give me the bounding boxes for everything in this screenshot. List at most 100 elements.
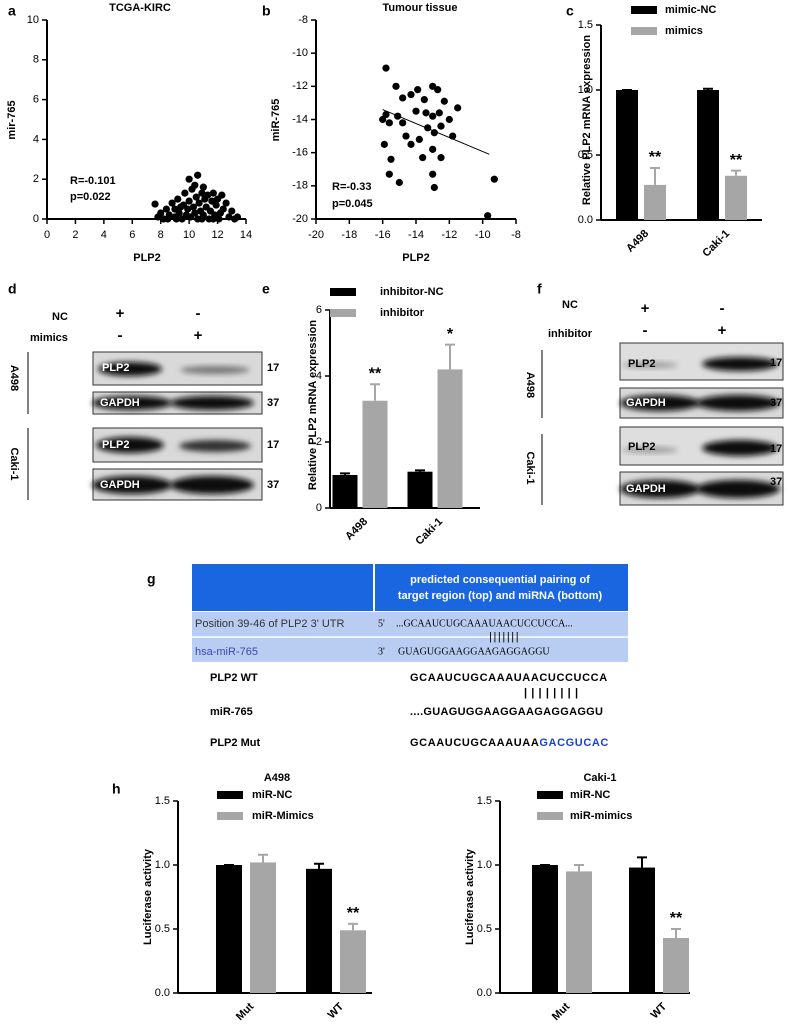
x-tick-label: 6	[129, 229, 135, 241]
legend-label: miR-NC	[570, 789, 610, 801]
kda-label: 17	[267, 362, 279, 374]
panel-label: d	[8, 281, 17, 297]
y-axis-label: Luciferase activity	[464, 848, 476, 945]
y-tick-label: -16	[292, 147, 308, 159]
legend-swatch	[631, 6, 657, 14]
condition-label: mimics	[30, 332, 68, 344]
point	[228, 207, 236, 215]
chart: Caki-1 Luciferase activity 0.0 0.5 1.0 1.5 Mut…	[464, 772, 690, 1023]
bar	[250, 862, 276, 993]
annotation: R=-0.33	[332, 181, 371, 193]
table-header	[192, 564, 628, 611]
y-tick-label: 10	[27, 14, 39, 26]
western-blot: NC + - mimics - + A498 Caki-1 PLP2 GAPDH…	[8, 305, 279, 501]
band	[620, 480, 700, 498]
x-tick-label: 8	[158, 229, 164, 241]
y-tick-label: 0.0	[578, 214, 593, 226]
row-end: 3'	[378, 646, 385, 657]
point	[395, 178, 403, 187]
band	[180, 366, 250, 374]
header-text: target region (top) and miRNA (bottom)	[398, 590, 603, 602]
point	[209, 189, 217, 197]
kda-label: 17	[267, 439, 279, 451]
x-tick-label: Caki-1	[413, 516, 445, 548]
band	[92, 396, 172, 410]
point	[164, 215, 172, 223]
y-tick-label: 4	[33, 133, 39, 145]
western-blot: NC + - inhibitor - + A498 Caki-1 PLP2 GA…	[524, 299, 784, 506]
point	[191, 209, 199, 217]
pairing: |||||||	[489, 631, 520, 643]
x-tick-label: -16	[375, 229, 391, 241]
band	[179, 440, 251, 452]
band	[92, 476, 172, 494]
y-tick-label: 1.0	[578, 84, 593, 96]
chart-title: A498	[264, 772, 290, 784]
sequence-part: GCAAUCUGCAAAUAA	[410, 737, 539, 749]
protein-label: GAPDH	[100, 397, 140, 409]
sequence-table: predicted consequential pairing of targe…	[192, 564, 628, 749]
point	[168, 199, 176, 207]
band	[702, 440, 778, 456]
point	[415, 135, 423, 143]
chart-title: Caki-1	[583, 772, 616, 784]
y-tick-label: 0.5	[578, 149, 593, 161]
cell-line-label: A498	[8, 365, 20, 391]
point	[189, 203, 198, 211]
x-tick-label: 0	[44, 229, 50, 241]
point	[172, 215, 180, 223]
y-axis-label: miR-765	[270, 99, 282, 142]
point	[222, 199, 230, 207]
row-end: 5'	[378, 618, 385, 629]
point	[162, 205, 170, 213]
y-tick-label: 0.5	[155, 923, 170, 935]
point	[414, 86, 422, 94]
legend-swatch	[537, 812, 563, 820]
bar	[407, 471, 433, 508]
point	[204, 191, 212, 199]
point	[225, 213, 233, 221]
y-axis-label: Relative PLP2 mRNA expression	[581, 35, 593, 205]
chart: TCGA-KIRC mir-765 0 2 4 6 8 10 0 2 4 6 8 10 12 14 PLP2 R=…	[6, 2, 252, 264]
mutation: GACGUCAC	[539, 737, 609, 749]
panel-label: c	[566, 3, 574, 19]
condition-mark: +	[116, 305, 125, 322]
chart: Relative PLP2 mRNA expression 0 2 4 6 A498 ** C…	[307, 286, 480, 548]
error-bar	[671, 928, 681, 938]
condition-label: inhibitor	[548, 328, 593, 340]
point	[181, 189, 189, 197]
panel-label: f	[537, 281, 542, 297]
kda-label: 37	[267, 397, 279, 409]
kda-label: 37	[770, 397, 782, 409]
bar	[306, 868, 332, 993]
band	[620, 395, 700, 411]
point	[387, 155, 395, 163]
significance: **	[649, 149, 662, 166]
point	[420, 96, 428, 104]
protein-label: PLP2	[628, 441, 656, 453]
x-tick-label: Mut	[234, 1000, 257, 1023]
band	[696, 480, 780, 498]
panel-label: e	[262, 281, 270, 297]
kda-label: 37	[267, 479, 279, 491]
significance: *	[447, 326, 454, 343]
kda-label: 17	[770, 443, 782, 455]
point	[429, 112, 437, 120]
legend-label: inhibitor	[380, 307, 425, 319]
error-bar	[637, 856, 647, 868]
bar	[362, 400, 388, 508]
x-tick-label: -12	[441, 229, 457, 241]
legend-swatch	[330, 309, 356, 317]
bar	[629, 867, 655, 993]
bar	[532, 865, 558, 993]
x-tick-label: WT	[326, 1000, 347, 1021]
blot-strip	[619, 342, 784, 381]
y-tick-label: 6	[316, 304, 322, 316]
x-tick-label: Mut	[550, 1000, 573, 1023]
bar	[616, 90, 638, 220]
point	[392, 82, 400, 90]
condition-mark: -	[118, 327, 123, 344]
line-label: PLP2 Mut	[210, 737, 260, 749]
point	[194, 171, 202, 179]
